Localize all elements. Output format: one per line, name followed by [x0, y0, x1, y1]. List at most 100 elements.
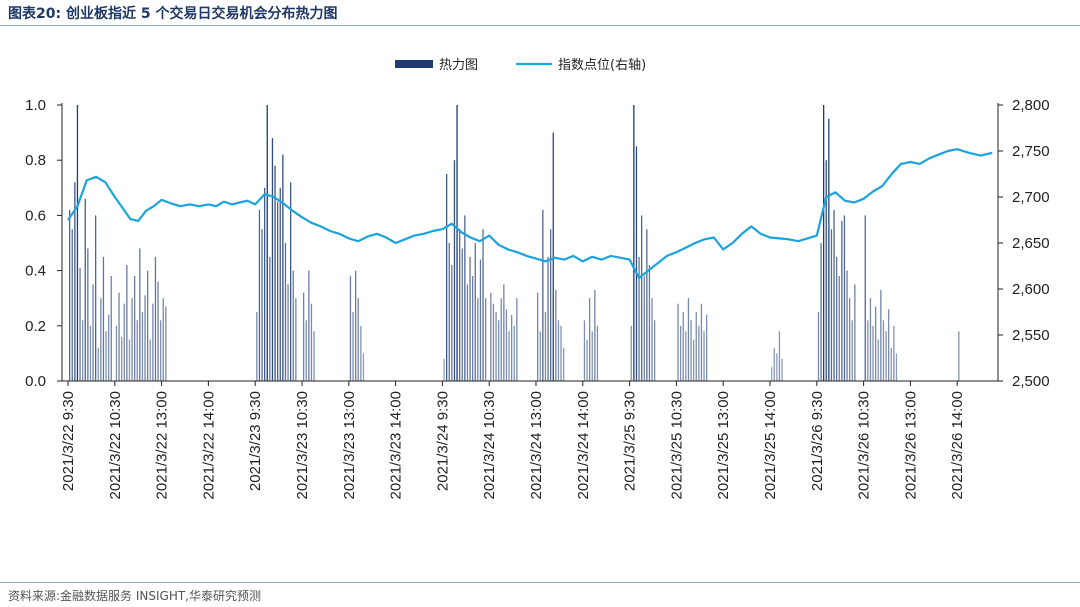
heat-bar [846, 270, 848, 381]
heat-bar [828, 118, 830, 382]
heat-bar [141, 312, 144, 381]
heat-bar [461, 248, 463, 381]
heat-bar [557, 320, 560, 381]
figure-title: 图表20: 创业板指近 5 个交易日交易机会分布热力图 [8, 6, 338, 22]
heat-bar [552, 132, 554, 381]
heat-bar [92, 284, 94, 381]
legend-bar-label: 热力图 [439, 58, 478, 73]
x-tick-label: 2021/3/23 14:00 [388, 391, 405, 499]
heat-bar [698, 325, 700, 381]
title-divider [0, 25, 1080, 26]
heat-bar [498, 320, 500, 381]
heat-bar [641, 215, 643, 381]
heat-bar [703, 331, 705, 381]
x-tick-label: 2021/3/25 10:30 [668, 391, 685, 499]
heat-bar [505, 309, 508, 381]
heat-bar [875, 306, 877, 381]
heat-bar [555, 289, 557, 381]
heat-bar [854, 284, 856, 381]
heat-bar [446, 174, 448, 381]
heat-bar [479, 259, 482, 381]
heat-bar [877, 339, 879, 381]
heat-bar [495, 312, 497, 381]
heat-bar [284, 243, 287, 381]
left-tick-label: 0.0 [25, 373, 46, 390]
heat-bar [100, 298, 102, 381]
left-tick-label: 0.8 [25, 152, 46, 169]
heat-bar [456, 105, 458, 381]
heat-bar [287, 284, 289, 381]
heat-bar [773, 347, 775, 381]
heat-bar [492, 303, 495, 381]
heat-bar [687, 298, 690, 381]
heat-bar [269, 256, 271, 381]
heat-bar [76, 105, 79, 381]
heat-bar [165, 306, 167, 381]
heat-bar [97, 347, 99, 381]
right-tick-label: 2,700 [1012, 189, 1050, 206]
heat-bar [690, 320, 692, 381]
legend-line-label: 指数点位(右轴) [558, 58, 646, 73]
heat-bar [121, 336, 123, 381]
heat-bar [105, 331, 107, 381]
heat-bar [355, 270, 357, 381]
x-tick-label: 2021/3/25 13:00 [715, 391, 732, 499]
x-tick-label: 2021/3/24 13:00 [528, 391, 545, 499]
heat-bar [357, 298, 359, 381]
heat-bar [261, 229, 263, 381]
heat-bar [118, 292, 120, 381]
heat-bar [459, 229, 461, 381]
heat-bar [594, 289, 596, 381]
heat-bar [108, 314, 110, 381]
heat-bar [685, 331, 687, 381]
heat-bar [282, 154, 284, 381]
heat-bar [638, 256, 640, 381]
heat-bar [833, 209, 835, 381]
heat-bar [825, 160, 827, 381]
chart-axes: 0.0 0.2 0.4 0.6 0.8 1.0 2,500 2,550 2,600 2,650 2,… [25, 97, 1049, 499]
heat-bar [539, 331, 541, 381]
heat-bar [630, 325, 632, 381]
heat-bar [290, 182, 292, 381]
x-tick-label: 2021/3/25 14:00 [762, 391, 779, 499]
heat-bar [838, 276, 840, 381]
right-tick-label: 2,550 [1012, 327, 1050, 344]
heat-bar [453, 160, 456, 381]
heat-bar [895, 353, 898, 381]
heat-bar [654, 320, 656, 381]
heat-bar [160, 320, 162, 381]
heat-bar [256, 312, 258, 381]
heat-bar [360, 325, 362, 381]
heat-bar [154, 256, 157, 381]
x-tick-label: 2021/3/22 13:00 [154, 391, 171, 499]
heat-bar [893, 325, 895, 381]
heat-bar [550, 229, 552, 381]
heat-bar [633, 105, 635, 381]
x-tick-label: 2021/3/24 14:00 [575, 391, 592, 499]
heat-bar [74, 182, 76, 381]
heat-bar [310, 303, 313, 381]
heat-bar [71, 229, 73, 381]
heat-bar [817, 312, 820, 381]
x-tick-label: 2021/3/23 10:30 [294, 391, 311, 499]
x-tick-label: 2021/3/26 13:00 [902, 391, 919, 499]
heat-bar [589, 298, 591, 381]
heat-bar [677, 303, 679, 381]
x-tick-label: 2021/3/22 9:30 [60, 391, 77, 491]
right-tick-label: 2,750 [1012, 143, 1050, 160]
heat-bar [79, 267, 81, 381]
heat-bar [266, 105, 268, 381]
heat-bar [295, 298, 297, 381]
heat-bar [872, 325, 874, 381]
heat-bar [126, 265, 128, 381]
heat-bar [648, 265, 651, 381]
x-tick-label: 2021/3/22 14:00 [200, 391, 217, 499]
heat-bar [292, 270, 294, 381]
heat-bar [635, 146, 638, 381]
heat-bar [279, 187, 281, 381]
right-tick-label: 2,800 [1012, 97, 1050, 114]
heat-bar [264, 187, 266, 381]
heat-bar [851, 320, 853, 381]
heat-bar [583, 320, 586, 381]
heat-bar [958, 331, 960, 381]
